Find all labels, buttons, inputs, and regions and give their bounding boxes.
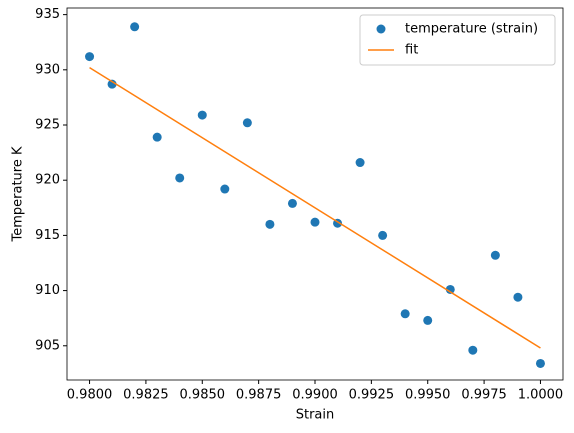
y-tick-label: 920 <box>35 173 60 188</box>
y-tick-label: 915 <box>35 228 60 243</box>
data-point <box>265 219 275 229</box>
data-point <box>423 315 433 325</box>
data-point <box>152 132 162 142</box>
data-point <box>242 118 252 128</box>
data-point <box>107 79 117 89</box>
y-tick-label: 935 <box>35 7 60 22</box>
legend-marker <box>376 24 386 34</box>
x-tick-label: 0.9875 <box>236 388 282 403</box>
x-tick-label: 0.9825 <box>123 388 169 403</box>
data-point <box>513 292 523 302</box>
legend-box <box>359 14 556 66</box>
plot-frame <box>66 7 564 381</box>
data-point <box>400 309 410 319</box>
x-tick-label: 0.9850 <box>180 388 226 403</box>
legend-label: fit <box>405 43 418 58</box>
data-point <box>175 173 185 183</box>
data-point <box>490 250 500 260</box>
data-point <box>378 230 388 240</box>
data-point <box>197 110 207 120</box>
x-tick-label: 1.0000 <box>518 388 564 403</box>
x-axis-label: Strain <box>296 408 335 423</box>
y-tick-label: 910 <box>35 283 60 298</box>
legend-label: temperature (strain) <box>405 22 538 37</box>
data-point <box>468 345 478 355</box>
data-point <box>220 184 230 194</box>
y-axis-label: Temperature K <box>11 146 26 242</box>
fit-line <box>89 66 541 349</box>
x-tick-label: 0.9900 <box>292 388 338 403</box>
data-point <box>310 217 320 227</box>
x-tick-label: 0.9975 <box>461 388 507 403</box>
y-tick-label: 930 <box>35 62 60 77</box>
x-tick-label: 0.9950 <box>405 388 451 403</box>
y-tick-label: 905 <box>35 338 60 353</box>
data-point <box>355 158 365 168</box>
data-point <box>287 198 297 208</box>
data-point <box>85 52 95 62</box>
x-tick-label: 0.9925 <box>349 388 395 403</box>
data-point <box>535 358 545 368</box>
data-point <box>445 284 455 294</box>
data-point <box>130 22 140 32</box>
x-tick-label: 0.9800 <box>67 388 113 403</box>
legend: temperature (strain) fit <box>359 14 556 66</box>
y-tick-label: 925 <box>35 118 60 133</box>
